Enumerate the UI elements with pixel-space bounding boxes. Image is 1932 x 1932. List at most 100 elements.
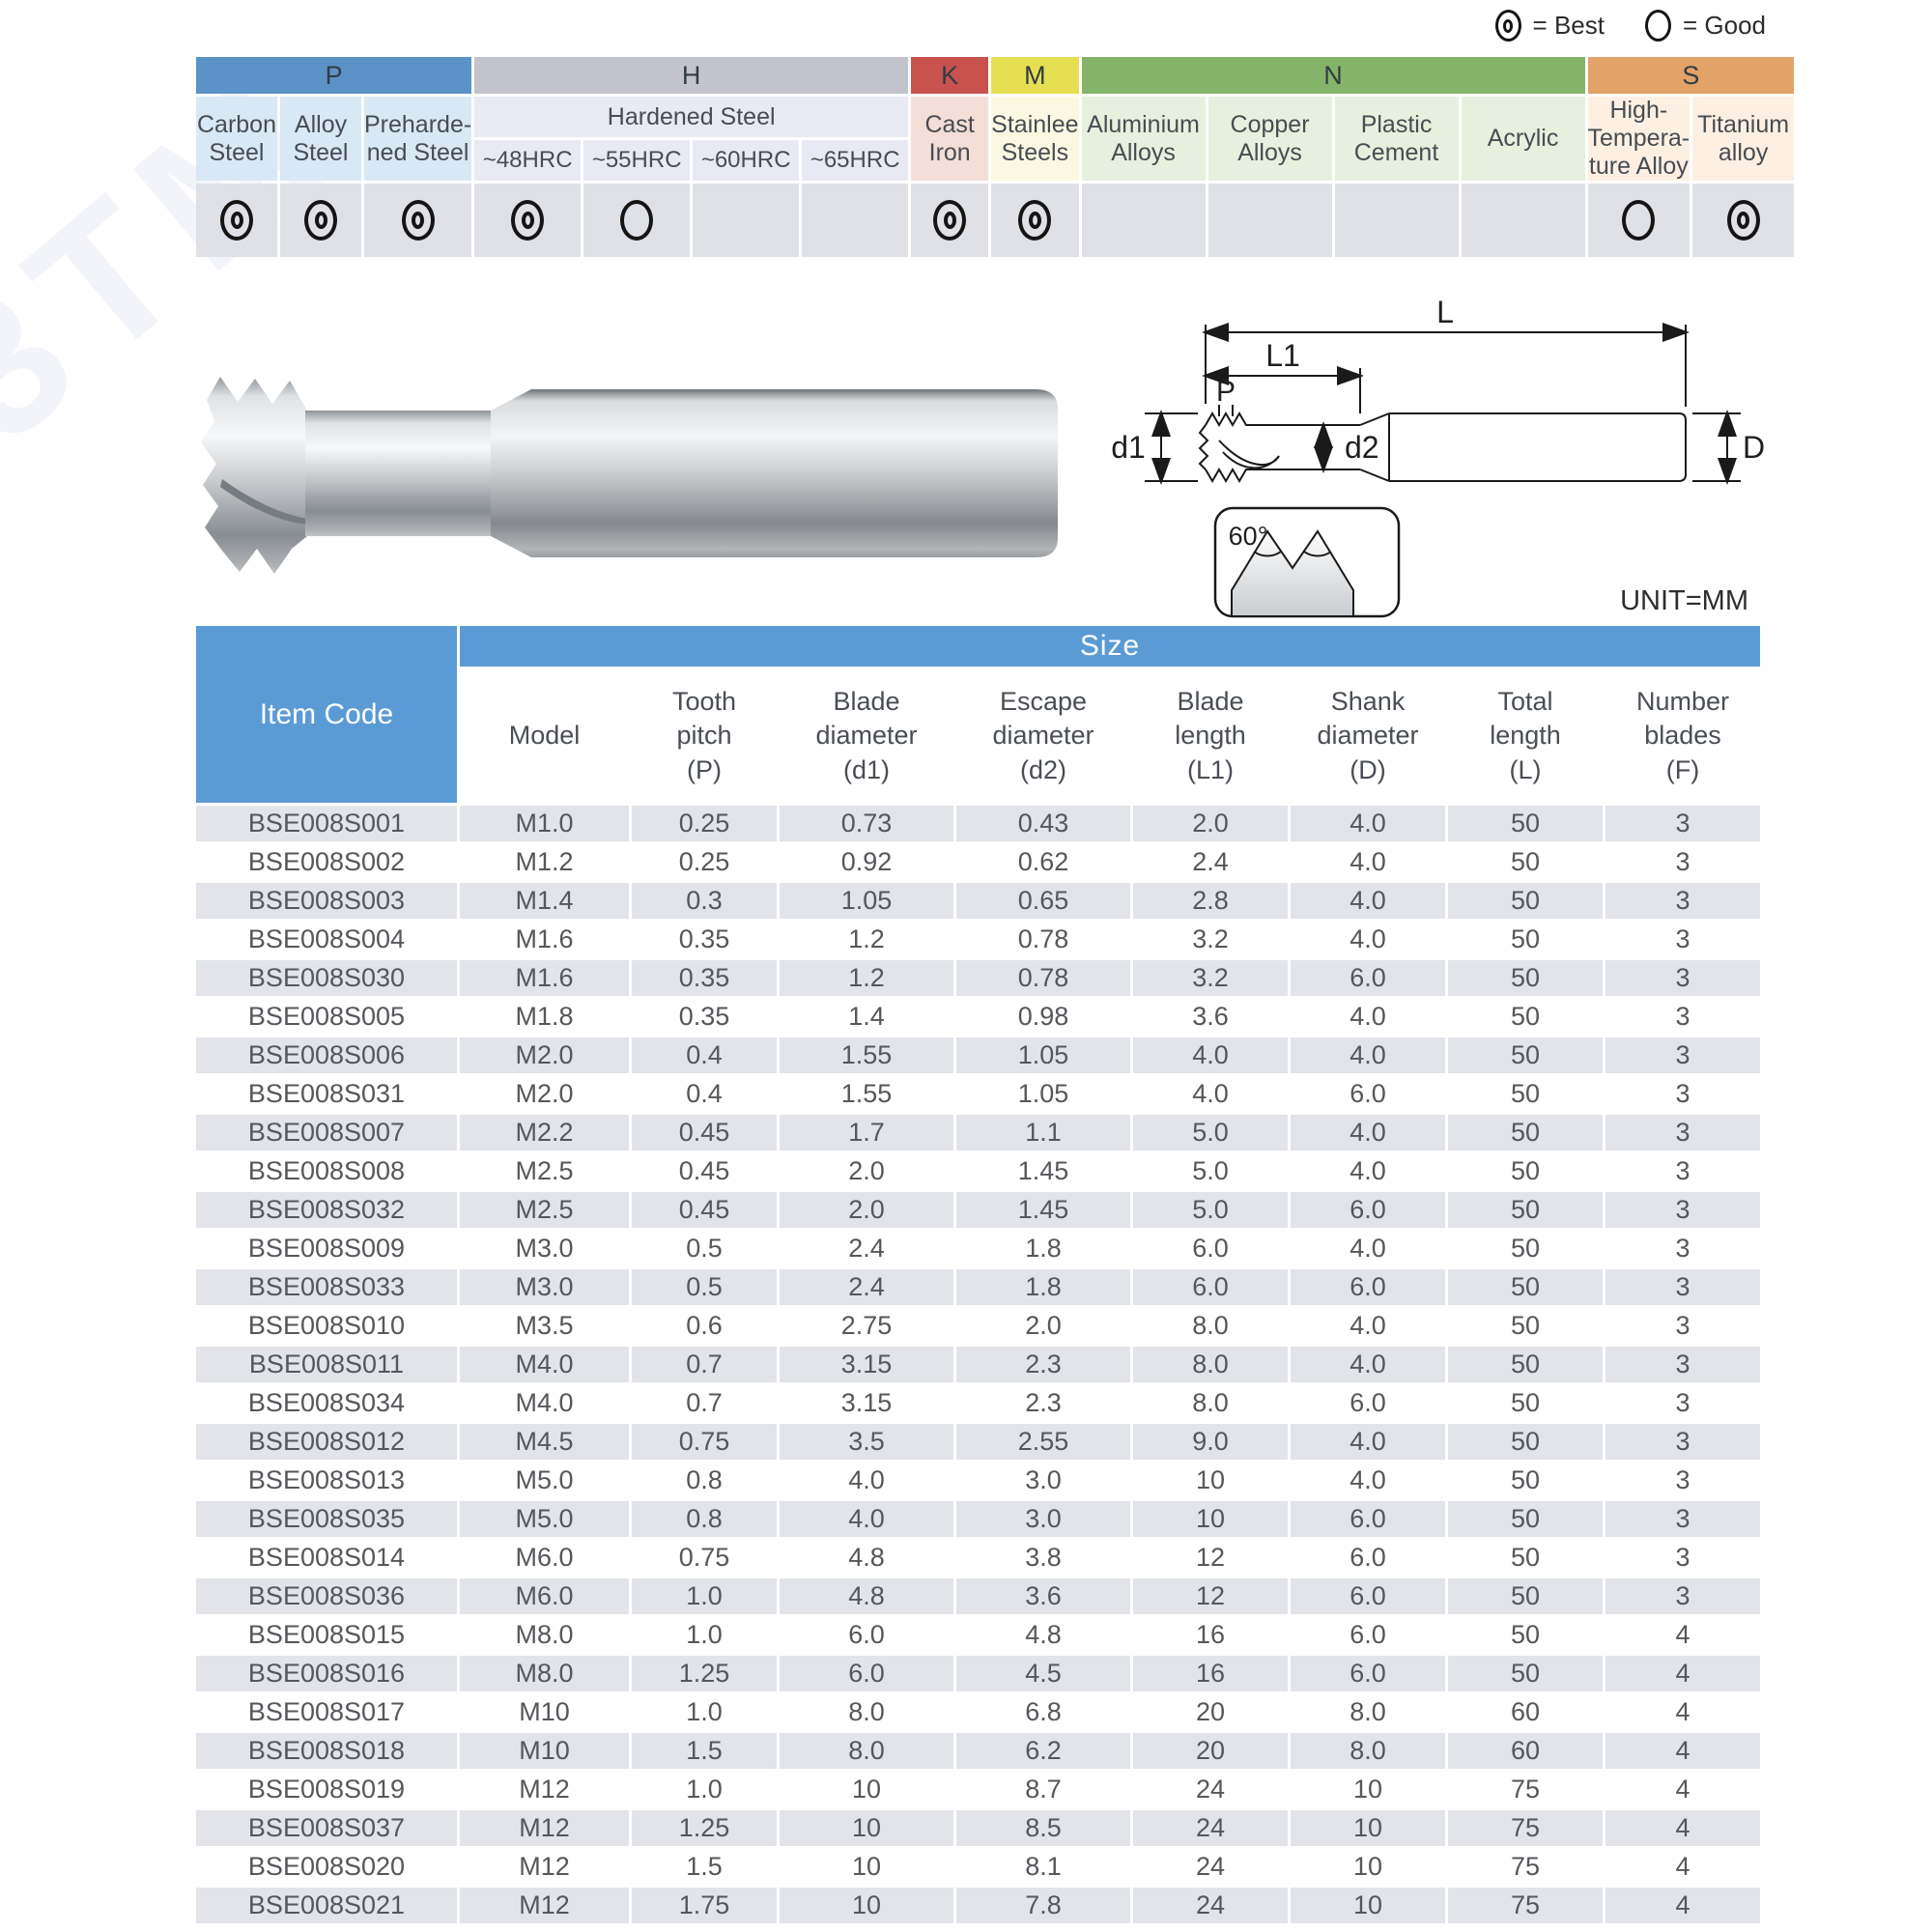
col-blade-length: Blade length (L1) <box>1133 669 1288 803</box>
item-code-cell: BSE008S004 <box>196 922 457 957</box>
size-table-body: BSE008S001 M1.0 0.25 0.73 0.43 2.0 4.0 50 3 BSE00… <box>196 806 1760 1923</box>
size-value-cell: 8.7 <box>956 1772 1130 1807</box>
size-bar-row: Item Code Size <box>196 626 1760 803</box>
size-table: Item Code Size Model Tooth pitch (P) Bla… <box>193 623 1763 1926</box>
size-value-cell: 4.0 <box>1291 999 1445 1035</box>
material-aluminium-alloys: Aluminium Alloys <box>1081 97 1206 181</box>
size-value-cell: 0.6 <box>632 1308 777 1344</box>
size-value-cell: 3.0 <box>956 1501 1130 1537</box>
size-value-cell: 0.25 <box>632 806 777 841</box>
size-value-cell: 50 <box>1448 1501 1603 1537</box>
size-value-cell: 1.1 <box>956 1115 1130 1151</box>
size-value-cell: M4.0 <box>460 1385 629 1421</box>
size-value-cell: 24 <box>1133 1810 1288 1846</box>
col-blade-diameter: Blade diameter (d1) <box>780 669 953 803</box>
item-code-cell: BSE008S014 <box>196 1540 457 1576</box>
item-code-cell: BSE008S030 <box>196 960 457 996</box>
size-value-cell: 50 <box>1448 1617 1603 1653</box>
item-code-cell: BSE008S036 <box>196 1578 457 1614</box>
size-value-cell: M8.0 <box>460 1617 629 1653</box>
item-code-cell: BSE008S012 <box>196 1424 457 1460</box>
size-value-cell: 0.8 <box>632 1463 777 1498</box>
item-code-cell: BSE008S001 <box>196 806 457 841</box>
table-row: BSE008S017 M10 1.0 8.0 6.8 20 8.0 60 4 <box>196 1694 1760 1730</box>
size-value-cell: 2.75 <box>780 1308 953 1344</box>
table-row: BSE008S005 M1.8 0.35 1.4 0.98 3.6 4.0 50 3 <box>196 999 1760 1035</box>
size-value-cell: 10 <box>1291 1849 1445 1885</box>
size-value-cell: 0.7 <box>632 1385 777 1421</box>
size-value-cell: M1.8 <box>460 999 629 1035</box>
product-photo <box>201 377 1058 574</box>
size-value-cell: 50 <box>1448 1231 1603 1266</box>
item-code-cell: BSE008S031 <box>196 1076 457 1112</box>
cutter-shank <box>531 389 1058 557</box>
size-value-cell: 3.6 <box>956 1578 1130 1614</box>
size-value-cell: 6.0 <box>1291 1617 1445 1653</box>
rating-empty-cell <box>1208 184 1332 257</box>
size-value-cell: 7.8 <box>956 1888 1130 1923</box>
size-value-cell: M12 <box>460 1888 629 1923</box>
size-value-cell: 3 <box>1605 1424 1760 1460</box>
material-group-header-row: P H K M N S <box>196 57 1795 94</box>
size-value-cell: 50 <box>1448 1076 1603 1112</box>
size-value-cell: 0.75 <box>632 1424 777 1460</box>
best-rating-icon <box>364 184 472 257</box>
size-value-cell: 50 <box>1448 1578 1603 1614</box>
size-value-cell: 3 <box>1605 922 1760 957</box>
size-value-cell: 10 <box>1291 1772 1445 1807</box>
size-value-cell: 50 <box>1448 1385 1603 1421</box>
size-value-cell: 4 <box>1605 1810 1760 1846</box>
size-value-cell: M6.0 <box>460 1540 629 1576</box>
size-value-cell: 1.8 <box>956 1231 1130 1266</box>
size-value-cell: M12 <box>460 1810 629 1846</box>
size-value-cell: 3.8 <box>956 1540 1130 1576</box>
size-value-cell: 2.8 <box>1133 883 1288 919</box>
size-value-cell: 2.0 <box>956 1308 1130 1344</box>
size-value-cell: 6.0 <box>1291 1656 1445 1691</box>
size-value-cell: 4.0 <box>780 1463 953 1498</box>
cutter-neck <box>305 411 491 536</box>
size-value-cell: 0.65 <box>956 883 1130 919</box>
size-value-cell: M2.0 <box>460 1076 629 1112</box>
item-code-cell: BSE008S033 <box>196 1269 457 1305</box>
size-value-cell: 50 <box>1448 883 1603 919</box>
legend-good-label: = Good <box>1682 11 1766 40</box>
size-value-cell: 50 <box>1448 1463 1603 1498</box>
size-value-cell: 10 <box>780 1772 953 1807</box>
material-copper-alloys: Copper Alloys <box>1208 97 1332 181</box>
item-code-cell: BSE008S003 <box>196 883 457 919</box>
size-value-cell: 50 <box>1448 806 1603 841</box>
material-alloy-steel: Alloy Steel <box>280 97 361 181</box>
table-row: BSE008S006 M2.0 0.4 1.55 1.05 4.0 4.0 50 3 <box>196 1037 1760 1073</box>
size-value-cell: 1.05 <box>780 883 953 919</box>
size-value-cell: 0.4 <box>632 1076 777 1112</box>
best-rating-icon <box>1692 184 1795 257</box>
size-value-cell: 0.98 <box>956 999 1130 1035</box>
rating-empty-cell <box>802 184 909 257</box>
size-value-cell: 3.15 <box>780 1385 953 1421</box>
size-value-cell: 5.0 <box>1133 1153 1288 1189</box>
item-code-cell: BSE008S005 <box>196 999 457 1035</box>
size-value-cell: 4.8 <box>956 1617 1130 1653</box>
size-value-cell: 0.78 <box>956 922 1130 957</box>
size-value-cell: 9.0 <box>1133 1424 1288 1460</box>
size-value-cell: 1.8 <box>956 1269 1130 1305</box>
thread-angle-label: 60° <box>1229 522 1268 551</box>
size-value-cell: 50 <box>1448 922 1603 957</box>
size-value-cell: 1.55 <box>780 1037 953 1073</box>
item-code-cell: BSE008S007 <box>196 1115 457 1151</box>
size-value-cell: 0.43 <box>956 806 1130 841</box>
size-value-cell: 4.5 <box>956 1656 1130 1691</box>
material-cast-iron: Cast Iron <box>911 97 989 181</box>
size-value-cell: M1.0 <box>460 806 629 841</box>
size-value-cell: M2.2 <box>460 1115 629 1151</box>
size-value-cell: 3 <box>1605 1385 1760 1421</box>
size-value-cell: 4.0 <box>1291 1308 1445 1344</box>
size-value-cell: M12 <box>460 1849 629 1885</box>
size-value-cell: 3 <box>1605 999 1760 1035</box>
col-model: Model <box>460 669 629 803</box>
size-value-cell: 1.55 <box>780 1076 953 1112</box>
hrc-55: ~55HRC <box>583 140 691 181</box>
size-value-cell: 3.15 <box>780 1347 953 1382</box>
size-value-cell: 50 <box>1448 1153 1603 1189</box>
